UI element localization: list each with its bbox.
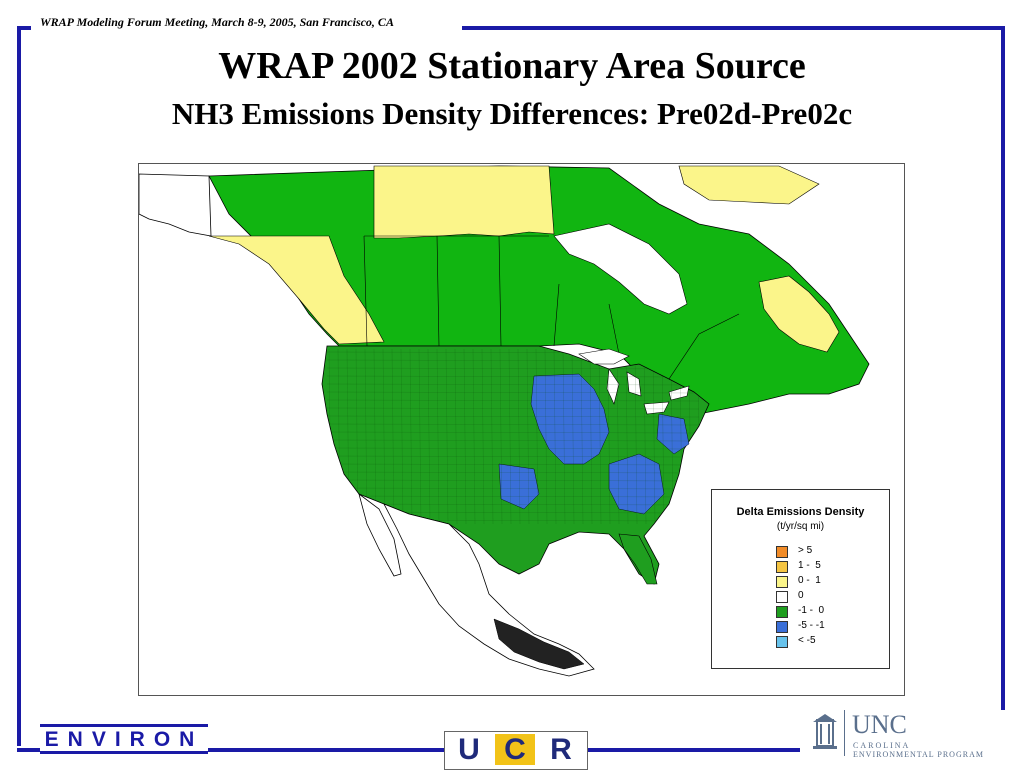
unc-logo-text: UNC [852,710,907,739]
meeting-header: WRAP Modeling Forum Meeting, March 8-9, … [40,15,394,29]
unc-logo-subtext-2: ENVIRONMENTAL PROGRAM [853,750,984,759]
legend-swatch [776,606,788,618]
ucr-letter-c: C [495,734,535,765]
unc-divider [844,710,845,756]
legend-label: > 5 [798,545,813,556]
slide-title: WRAP 2002 Stationary Area Source [218,45,806,87]
florida-region [618,533,658,585]
great-lakes [578,348,690,415]
us-region [321,345,710,585]
baja-california [358,492,402,577]
legend-swatch [776,636,788,648]
unc-logo-subtext-1: CAROLINA [853,741,911,750]
environ-logo: ENVIRON [40,724,208,754]
environ-top-line [40,724,208,727]
canada-yellow-nunavut-east [678,165,820,205]
mexico-region [383,503,595,677]
canada-yellow-north [373,165,555,239]
environ-logo-text: ENVIRON [44,728,204,751]
mexico-municipalities-dense [493,618,585,670]
frame-top-border [462,26,1005,30]
canada-yellow-bc [208,235,385,345]
north-america-map-svg [139,165,870,677]
frame-left-border [17,26,21,746]
province-boundaries [363,235,740,395]
environ-bottom-line [40,751,208,754]
frame-right-border [1001,26,1005,754]
legend-label: 0 - 1 [798,575,821,586]
frame-top-left-border [17,26,31,30]
legend-box: Delta Emissions Density (t/yr/sq mi) > 5… [711,489,890,669]
legend-swatch [776,546,788,558]
legend-swatch [776,561,788,573]
emissions-map [138,163,905,696]
ucr-letter-r: R [541,734,581,765]
unc-bell-tower-icon [813,714,837,749]
hudson-bay [553,223,688,315]
unc-logo: UNC CAROLINA ENVIRONMENTAL PROGRAM [800,710,1006,759]
legend-units: (t/yr/sq mi) [776,521,825,532]
ucr-letter-u: U [449,734,489,765]
legend-label: < -5 [798,635,816,646]
legend-title: Delta Emissions Density [736,506,865,518]
slide-subtitle: NH3 Emissions Density Differences: Pre02… [171,96,853,131]
legend-label: 1 - 5 [798,560,821,571]
legend-swatch [776,576,788,588]
blue-counties-central [498,463,540,510]
alaska-region [139,173,212,237]
legend-swatch [776,591,788,603]
blue-counties-midwest [530,373,610,465]
canada-yellow-labrador [758,275,840,353]
legend-label: -1 - 0 [798,605,825,616]
legend-swatch [776,621,788,633]
legend-label: 0 [798,590,804,601]
legend-label: -5 - -1 [798,620,825,631]
ucr-logo: U C R [444,731,588,770]
